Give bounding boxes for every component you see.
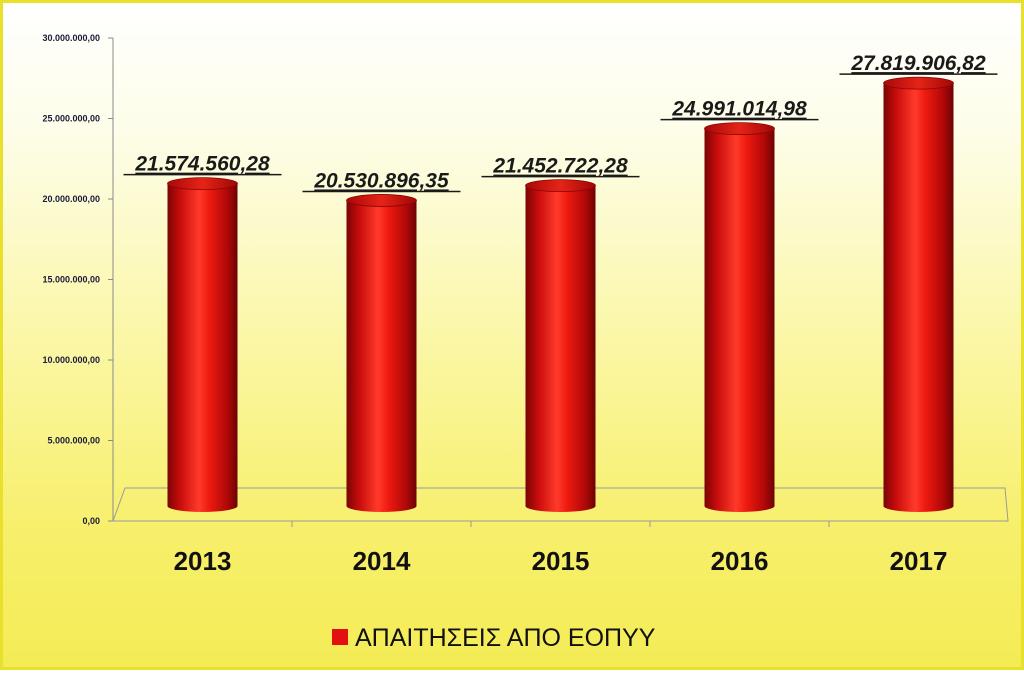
bar-top — [167, 177, 238, 191]
bar-top — [883, 76, 954, 90]
y-tick-label: 30.000.000,00 — [42, 33, 100, 43]
bar-body — [167, 183, 238, 512]
bar-2013 — [167, 177, 238, 512]
x-tick-label: 2014 — [353, 546, 411, 576]
data-label: 21.574.560,28 — [134, 153, 270, 176]
y-tick-label: 10.000.000,00 — [42, 355, 100, 365]
y-tick-label: 20.000.000,00 — [42, 194, 100, 204]
data-label: 20.530.896,35 — [313, 169, 449, 192]
y-tick-label: 25.000.000,00 — [42, 114, 100, 124]
bar-2017 — [883, 76, 954, 513]
bar-2016 — [704, 122, 775, 512]
bar-top — [704, 122, 775, 136]
bar-body — [346, 200, 417, 512]
data-label: 27.819.906,82 — [850, 52, 986, 75]
x-tick-label: 2017 — [890, 546, 948, 576]
bar-body — [704, 128, 775, 512]
x-tick-label: 2015 — [532, 546, 590, 576]
legend-label: ΑΠΑΙΤΗΣΕΙΣ ΑΠΟ ΕΟΠΥΥ — [355, 624, 656, 652]
bar-body — [883, 83, 954, 513]
x-tick-label: 2013 — [174, 546, 232, 576]
bar-top — [525, 179, 596, 193]
y-tick-label: 15.000.000,00 — [42, 275, 100, 285]
legend: ΑΠΑΙΤΗΣΕΙΣ ΑΠΟ ΕΟΠΥΥ — [332, 624, 656, 652]
y-tick-label: 5.000.000,00 — [47, 436, 100, 446]
data-label: 21.452.722,28 — [492, 155, 628, 178]
bar-top — [346, 194, 417, 207]
bar-2015 — [525, 179, 596, 512]
legend-swatch — [332, 629, 348, 645]
bar-2014 — [346, 194, 417, 512]
bar-chart: 0,00 5.000.000,00 10.000.000,00 15.000.000,… — [42, 33, 1009, 652]
bar-body — [525, 185, 596, 512]
x-tick-label: 2016 — [711, 546, 769, 576]
data-label: 24.991.014,98 — [671, 98, 807, 121]
y-tick-label: 0,00 — [82, 516, 100, 526]
